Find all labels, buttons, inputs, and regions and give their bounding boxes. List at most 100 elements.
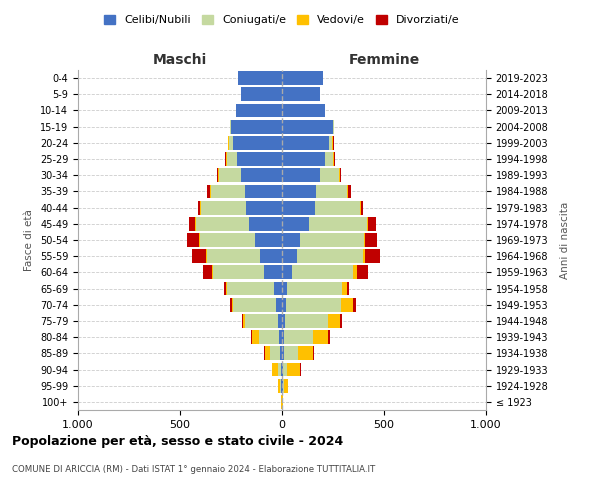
Bar [232, 298, 233, 312]
Bar [347, 184, 349, 198]
Legend: Celibi/Nubili, Coniugati/e, Vedovi/e, Divorziati/e: Celibi/Nubili, Coniugati/e, Vedovi/e, Di… [100, 10, 464, 30]
Bar [276, 298, 282, 312]
Bar [236, 104, 282, 118]
Bar [283, 362, 287, 376]
Bar [313, 346, 314, 360]
Bar [361, 200, 362, 214]
Bar [250, 217, 282, 230]
Bar [284, 346, 298, 360]
Bar [314, 200, 359, 214]
Bar [280, 346, 282, 360]
Bar [368, 217, 376, 230]
Bar [211, 184, 245, 198]
Bar [316, 184, 347, 198]
Bar [283, 379, 284, 392]
Bar [199, 233, 200, 247]
Bar [245, 184, 282, 198]
Bar [278, 362, 281, 376]
Bar [298, 346, 313, 360]
Text: Femmine: Femmine [349, 53, 419, 67]
Bar [241, 168, 282, 182]
Bar [253, 330, 259, 344]
Bar [339, 168, 340, 182]
Bar [274, 282, 282, 296]
Bar [282, 184, 316, 198]
Bar [224, 282, 226, 296]
Bar [230, 298, 232, 312]
Bar [364, 233, 365, 247]
Bar [225, 152, 226, 166]
Bar [282, 314, 285, 328]
Bar [196, 217, 250, 230]
Bar [325, 152, 333, 166]
Bar [332, 136, 333, 149]
Bar [334, 152, 335, 166]
Bar [245, 314, 278, 328]
Bar [281, 362, 282, 376]
Bar [340, 314, 342, 328]
Bar [212, 266, 263, 280]
Bar [247, 200, 282, 214]
Bar [284, 330, 313, 344]
Bar [287, 362, 301, 376]
Bar [282, 88, 320, 101]
Bar [230, 120, 231, 134]
Bar [282, 120, 333, 134]
Bar [278, 379, 280, 392]
Bar [349, 184, 352, 198]
Bar [281, 379, 282, 392]
Y-axis label: Fasce di età: Fasce di età [25, 209, 34, 271]
Bar [218, 168, 219, 182]
Bar [217, 168, 218, 182]
Bar [298, 250, 362, 263]
Bar [282, 250, 298, 263]
Bar [209, 184, 211, 198]
Bar [233, 298, 276, 312]
Bar [280, 379, 281, 392]
Bar [203, 266, 212, 280]
Bar [282, 330, 284, 344]
Bar [238, 71, 282, 85]
Bar [282, 298, 286, 312]
Bar [259, 330, 279, 344]
Bar [362, 250, 365, 263]
Bar [286, 298, 341, 312]
Bar [189, 217, 196, 230]
Bar [241, 88, 282, 101]
Bar [284, 379, 288, 392]
Bar [301, 233, 364, 247]
Bar [187, 233, 199, 247]
Bar [200, 200, 202, 214]
Bar [320, 168, 339, 182]
Bar [292, 266, 353, 280]
Bar [282, 346, 284, 360]
Bar [313, 330, 328, 344]
Bar [227, 282, 274, 296]
Bar [365, 233, 377, 247]
Bar [279, 330, 282, 344]
Bar [256, 233, 282, 247]
Bar [282, 233, 301, 247]
Bar [278, 314, 282, 328]
Bar [282, 168, 320, 182]
Bar [308, 217, 367, 230]
Bar [243, 314, 245, 328]
Bar [358, 266, 368, 280]
Bar [285, 314, 328, 328]
Bar [287, 282, 342, 296]
Bar [192, 250, 206, 263]
Bar [359, 200, 361, 214]
Bar [282, 362, 283, 376]
Bar [340, 168, 341, 182]
Bar [206, 250, 260, 263]
Bar [347, 282, 349, 296]
Bar [329, 136, 332, 149]
Y-axis label: Anni di nascita: Anni di nascita [560, 202, 570, 278]
Text: Popolazione per età, sesso e stato civile - 2024: Popolazione per età, sesso e stato civil… [12, 435, 343, 448]
Bar [282, 104, 325, 118]
Bar [333, 120, 334, 134]
Bar [228, 136, 229, 149]
Bar [282, 379, 283, 392]
Bar [233, 136, 282, 149]
Bar [282, 71, 323, 85]
